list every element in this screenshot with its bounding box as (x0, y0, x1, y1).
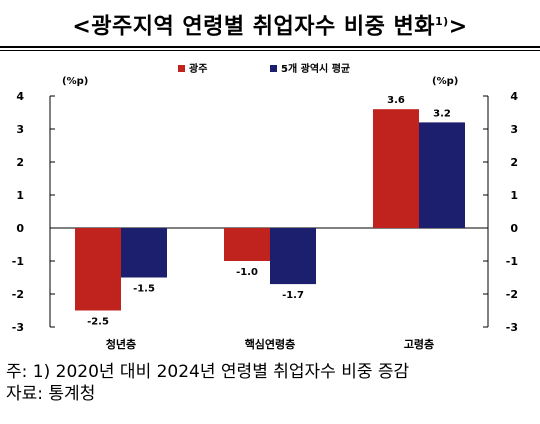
chart-title: <광주지역 연령별 취업자수 비중 변화1)> (0, 0, 540, 50)
data-label: 3.6 (387, 95, 405, 106)
y-tick-label-right: 4 (510, 90, 518, 103)
data-label: -1.7 (282, 290, 304, 301)
source-note: 자료: 통계청 (6, 384, 96, 404)
bar (419, 122, 465, 228)
chart-title-footnote-mark: 1) (435, 15, 449, 28)
y-unit-left: (%p) (62, 76, 88, 87)
y-tick-label-left: 0 (16, 222, 24, 235)
y-tick-label-right: -1 (506, 255, 518, 268)
bar (270, 228, 316, 285)
y-tick-label-right: 0 (510, 222, 518, 235)
bars (75, 109, 465, 311)
category-label: 핵심연령층 (245, 337, 296, 351)
y-tick-label-left: -3 (12, 321, 24, 334)
bar (121, 228, 167, 278)
y-tick-label-right: 1 (510, 189, 518, 202)
bar (373, 109, 419, 228)
y-tick-label-right: 3 (510, 123, 518, 136)
legend-swatch (270, 65, 277, 72)
bar (224, 228, 270, 261)
y-tick-label-right: -3 (506, 321, 518, 334)
data-label: 3.2 (433, 108, 451, 119)
y-tick-label-left: -2 (12, 288, 24, 301)
legend-label: 광주 (189, 63, 207, 75)
y-tick-label-right: -2 (506, 288, 518, 301)
chart-title-end: > (448, 14, 468, 40)
y-tick-label-left: 2 (16, 156, 24, 169)
footnote-block: 주: 1) 2020년 대비 2024년 연령별 취업자수 비중 증감 자료: … (6, 361, 409, 405)
legend: 광주 5개 광역시 평균 (178, 62, 350, 75)
title-rule (0, 46, 540, 48)
y-unit-right: (%p) (432, 76, 458, 87)
bar (75, 228, 121, 311)
category-labels: 청년층 핵심연령층 고령층 (106, 337, 434, 351)
data-labels: -2.5 -1.5 -1.0 -1.7 3.6 3.2 (87, 95, 451, 327)
category-label: 고령층 (404, 337, 434, 351)
y-tick-label-left: 1 (16, 189, 24, 202)
bar-chart: 광주 5개 광역시 평균 (%p) (%p) 4 4 3 3 2 2 1 1 0 0 -1 -1 -2 -2… (12, 62, 519, 351)
y-tick-label-left: 3 (16, 123, 24, 136)
y-tick-label-left: 4 (16, 90, 24, 103)
chart-title-text: <광주지역 연령별 취업자수 비중 변화 (72, 14, 436, 40)
data-label: -1.0 (236, 267, 258, 278)
footnote: 주: 1) 2020년 대비 2024년 연령별 취업자수 비중 증감 (6, 362, 410, 382)
y-tick-label-right: 2 (510, 156, 518, 169)
data-label: -2.5 (87, 317, 109, 328)
title-rule-thin (0, 50, 540, 51)
category-label: 청년층 (106, 337, 136, 351)
data-label: -1.5 (133, 284, 155, 295)
legend-swatch (178, 65, 185, 72)
y-tick-label-left: -1 (12, 255, 24, 268)
legend-label: 5개 광역시 평균 (281, 62, 350, 75)
